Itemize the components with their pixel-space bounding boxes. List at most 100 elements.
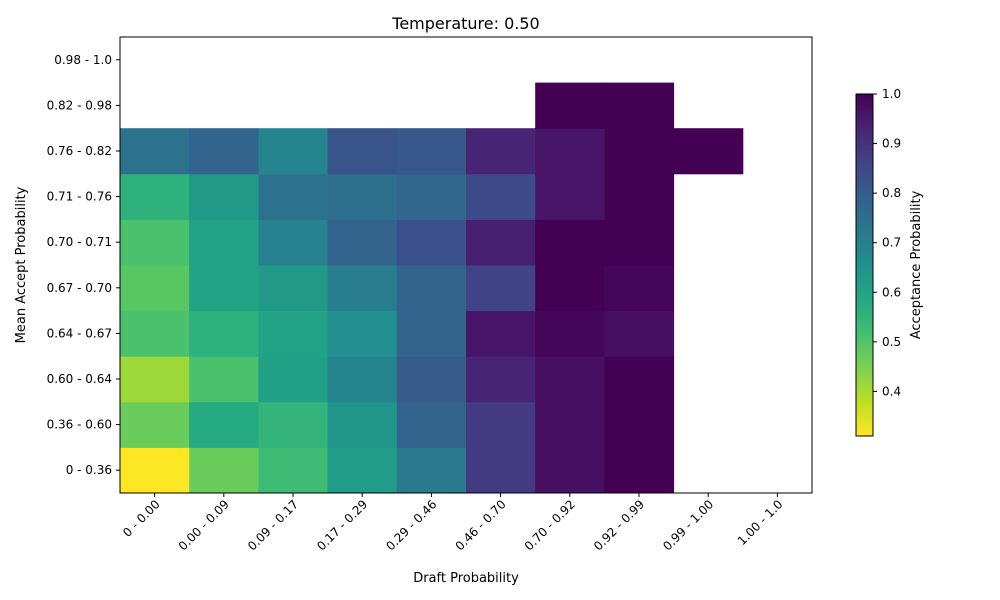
colorbar-label: Acceptance Probability — [909, 190, 924, 339]
heatmap-cell — [396, 401, 467, 448]
x-tick-label: 0.92 - 0.99 — [591, 497, 647, 553]
heatmap-cell — [189, 447, 259, 494]
colorbar-ticks: 0.4 0.5 0.6 0.7 0.8 0.9 1.0 — [873, 87, 901, 398]
heatmap-cell — [535, 219, 605, 266]
colorbar-tick-label: 0.5 — [882, 335, 901, 349]
heatmap-cell — [604, 173, 675, 220]
x-tick-label: 0.17 - 0.29 — [314, 497, 370, 553]
colorbar-tick-label: 0.6 — [882, 285, 901, 299]
y-tick-label: 0.70 - 0.71 — [47, 235, 112, 249]
heatmap-cell — [258, 447, 329, 494]
heatmap-cell — [466, 173, 536, 220]
heatmap-cell — [189, 128, 259, 175]
colorbar-tick-label: 0.8 — [882, 186, 901, 200]
heatmap-cell — [120, 219, 190, 266]
y-tick-label: 0.76 - 0.82 — [47, 144, 112, 158]
heatmap-cell — [396, 128, 467, 175]
heatmap-cell — [604, 82, 675, 129]
heatmap-cell — [258, 401, 329, 448]
heatmap-cell — [604, 356, 675, 403]
heatmap-cell — [396, 447, 467, 494]
heatmap-cell — [604, 310, 675, 357]
x-tick-label: 0.29 - 0.46 — [383, 497, 439, 553]
heatmap-cell — [396, 219, 467, 266]
heatmap-cell — [673, 128, 744, 175]
heatmap-cell — [120, 310, 190, 357]
y-axis: 0 - 0.36 0.36 - 0.60 0.60 - 0.64 0.64 - 0.6… — [47, 53, 120, 477]
heatmap-cell — [120, 447, 190, 494]
heatmap-cell — [189, 219, 259, 266]
colorbar-tick-label: 0.9 — [882, 137, 901, 151]
y-tick-label: 0.64 - 0.67 — [47, 326, 112, 340]
x-axis: 0 - 0.00 0.00 - 0.09 0.09 - 0.17 0.17 - 0.2… — [120, 493, 786, 553]
heatmap-cell — [258, 356, 329, 403]
heatmap-cell — [535, 447, 605, 494]
heatmap-cell — [120, 173, 190, 220]
y-tick-label: 0.71 - 0.76 — [47, 190, 112, 204]
y-tick-label: 0 - 0.36 — [66, 463, 112, 477]
heatmap-cell — [327, 265, 398, 312]
heatmap-cell — [327, 173, 398, 220]
heatmap-cell — [396, 265, 467, 312]
heatmap-cell — [535, 356, 605, 403]
heatmap-cell — [189, 401, 259, 448]
heatmap-cell — [258, 173, 329, 220]
heatmap-cell — [120, 265, 190, 312]
heatmap-cell — [466, 128, 536, 175]
x-tick-label: 0.99 - 1.00 — [660, 497, 716, 553]
heatmap-cell — [327, 401, 398, 448]
heatmap-cell — [327, 447, 398, 494]
heatmap-cell — [327, 310, 398, 357]
colorbar-tick-label: 0.4 — [882, 384, 901, 398]
heatmap-cell — [189, 310, 259, 357]
heatmap-cell — [189, 173, 259, 220]
heatmap-cell — [466, 356, 536, 403]
plot-frame — [119, 36, 813, 494]
heatmap-cell — [258, 219, 329, 266]
heatmap-cell — [466, 401, 536, 448]
heatmap-cell — [466, 447, 536, 494]
colorbar-gradient — [855, 93, 874, 437]
heatmap-cell — [258, 128, 329, 175]
heatmap-cell — [604, 219, 675, 266]
y-tick-label: 0.60 - 0.64 — [47, 372, 112, 386]
heatmap-cell — [327, 128, 398, 175]
heatmap-cells — [120, 82, 744, 494]
x-tick-label: 0.00 - 0.09 — [176, 497, 232, 553]
heatmap-cell — [120, 401, 190, 448]
heatmap-cell — [535, 82, 605, 129]
heatmap-cell — [535, 401, 605, 448]
heatmap-cell — [120, 128, 190, 175]
heatmap-cell — [327, 219, 398, 266]
heatmap-cell — [535, 310, 605, 357]
heatmap-cell — [396, 310, 467, 357]
heatmap-cell — [535, 128, 605, 175]
y-tick-label: 0.36 - 0.60 — [47, 418, 112, 432]
colorbar: 0.4 0.5 0.6 0.7 0.8 0.9 1.0 Acceptance Probabi… — [855, 87, 924, 437]
y-tick-label: 0.98 - 1.0 — [54, 53, 112, 67]
heatmap-cell — [535, 265, 605, 312]
heatmap-cell — [604, 265, 675, 312]
heatmap-cell — [466, 219, 536, 266]
y-tick-label: 0.82 - 0.98 — [47, 98, 112, 112]
heatmap-cell — [466, 265, 536, 312]
heatmap-cell — [604, 128, 675, 175]
heatmap-cell — [189, 265, 259, 312]
y-axis-label: Mean Accept Probability — [14, 186, 29, 343]
heatmap-cell — [327, 356, 398, 403]
x-tick-label: 0.09 - 0.17 — [245, 497, 301, 553]
x-tick-label: 1.00 - 1.0 — [735, 497, 786, 548]
heatmap-cell — [604, 401, 675, 448]
heatmap-cell — [535, 173, 605, 220]
heatmap-cell — [604, 447, 675, 494]
x-tick-label: 0 - 0.00 — [120, 497, 163, 540]
heatmap-cell — [396, 173, 467, 220]
heatmap-cell — [258, 310, 329, 357]
chart-title: Temperature: 0.50 — [391, 14, 539, 33]
heatmap-cell — [258, 265, 329, 312]
heatmap-cell — [120, 356, 190, 403]
x-tick-label: 0.46 - 0.70 — [453, 497, 509, 553]
heatmap-cell — [466, 310, 536, 357]
y-tick-label: 0.67 - 0.70 — [47, 281, 112, 295]
